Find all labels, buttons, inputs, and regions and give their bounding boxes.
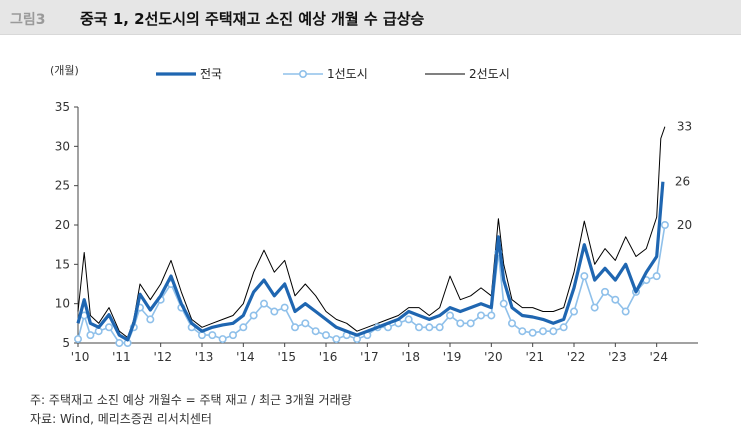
y-tick-label: 20 [55, 218, 70, 232]
legend-label-national: 전국 [200, 67, 222, 81]
end-label-tier2: 33 [677, 120, 692, 134]
series-point-tier1 [518, 327, 527, 336]
series-point-tier1 [198, 331, 207, 340]
series-point-tier1 [321, 331, 330, 340]
x-tick-label: '15 [277, 350, 296, 364]
series-point-tier1 [290, 323, 299, 332]
series-point-tier1 [270, 307, 279, 316]
series-point-tier1 [414, 323, 423, 332]
x-tick-label: '21 [525, 350, 544, 364]
series-point-tier1 [600, 287, 609, 296]
x-tick-label: '19 [443, 350, 462, 364]
series-point-tier1 [466, 319, 475, 328]
series-point-tier1 [507, 319, 516, 328]
y-tick-label: 15 [55, 257, 70, 271]
series-point-tier1 [456, 319, 465, 328]
series-point-tier1 [549, 327, 558, 336]
series-point-tier1 [538, 327, 547, 336]
x-tick-label: '12 [153, 350, 172, 364]
series-point-tier1 [425, 323, 434, 332]
footnote-note: 주: 주택재고 소진 예상 개월수 = 주택 재고 / 최근 3개월 거래량 [30, 393, 352, 407]
footnote-source: 자료: Wind, 메리츠증권 리서치센터 [30, 412, 212, 426]
x-tick-label: '23 [608, 350, 627, 364]
chart-title: 중국 1, 2선도시의 주택재고 소진 예상 개월 수 급상승 [80, 10, 425, 28]
x-tick-label: '24 [649, 350, 668, 364]
series-point-tier1 [249, 311, 258, 320]
x-tick-label: '13 [195, 350, 214, 364]
series-point-tier1 [208, 331, 217, 340]
y-tick-label: 30 [55, 139, 70, 153]
plot-area [74, 126, 669, 347]
series-point-tier1 [487, 311, 496, 320]
series-point-tier1 [86, 331, 95, 340]
y-tick-label: 5 [62, 336, 70, 350]
x-tick-label: '22 [567, 350, 586, 364]
end-label-national: 26 [675, 175, 690, 189]
series-point-tier1 [404, 315, 413, 324]
legend-label-tier2: 2선도시 [469, 67, 510, 81]
x-tick-label: '16 [319, 350, 338, 364]
series-point-tier1 [611, 295, 620, 304]
series-point-tier1 [528, 328, 537, 337]
title-bar: 그림3 중국 1, 2선도시의 주택재고 소진 예상 개월 수 급상승 [0, 0, 741, 35]
series-point-tier1 [559, 323, 568, 332]
series-point-tier1 [352, 335, 361, 344]
end-label-tier1: 20 [677, 218, 692, 232]
series-point-tier1 [590, 303, 599, 312]
series-point-tier1 [660, 221, 669, 230]
series-point-tier1 [580, 272, 589, 281]
legend-label-tier1: 1선도시 [327, 67, 368, 81]
series-point-tier1 [301, 319, 310, 328]
series-point-tier1 [146, 315, 155, 324]
series-point-tier1 [435, 323, 444, 332]
x-axis: '10 '11 '12 '13 '14 '15 '16 '17 '18 '19 '20 '21 '22 '… [71, 342, 698, 364]
series-point-tier1 [476, 311, 485, 320]
legend: 전국 1선도시 2선도시 [156, 67, 510, 81]
series-point-tier1 [115, 338, 124, 347]
y-tick-label: 10 [55, 297, 70, 311]
series-line-tier2 [77, 126, 666, 338]
series-line-national [76, 181, 665, 342]
x-tick-label: '11 [112, 350, 131, 364]
series-point-tier1 [569, 307, 578, 316]
series-point-tier1 [94, 327, 103, 336]
series-point-tier1 [621, 307, 630, 316]
y-axis-unit: (개월) [50, 64, 79, 77]
series-point-tier1 [74, 335, 83, 344]
y-tick-label: 25 [55, 179, 70, 193]
x-tick-label: '20 [484, 350, 503, 364]
y-axis: 5 10 15 20 25 30 35 [55, 100, 79, 350]
legend-marker-tier1 [298, 69, 307, 78]
series-point-tier1 [445, 311, 454, 320]
series-point-tier1 [105, 323, 114, 332]
series-point-tier1 [332, 335, 341, 344]
series-point-tier1 [652, 272, 661, 281]
end-labels: 33 26 20 [675, 120, 692, 232]
series-point-tier1 [239, 323, 248, 332]
series-point-tier1 [499, 299, 508, 308]
series-point-tier1 [259, 299, 268, 308]
x-tick-label: '14 [236, 350, 255, 364]
series-point-tier1 [229, 331, 238, 340]
figure-label: 그림3 [10, 12, 46, 28]
series-point-tier1 [280, 303, 289, 312]
series-point-tier1 [218, 335, 227, 344]
x-tick-label: '17 [360, 350, 379, 364]
x-tick-label: '10 [71, 350, 90, 364]
series-point-tier1 [311, 327, 320, 336]
y-tick-label: 35 [55, 100, 70, 114]
x-tick-label: '18 [401, 350, 420, 364]
